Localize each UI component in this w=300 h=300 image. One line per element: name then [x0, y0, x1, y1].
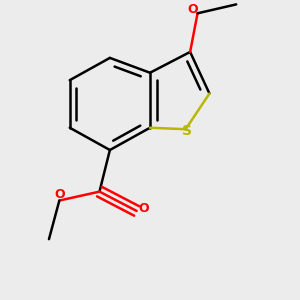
Text: O: O	[139, 202, 149, 215]
Text: O: O	[55, 188, 65, 200]
Text: S: S	[182, 124, 192, 138]
Text: O: O	[187, 3, 197, 16]
